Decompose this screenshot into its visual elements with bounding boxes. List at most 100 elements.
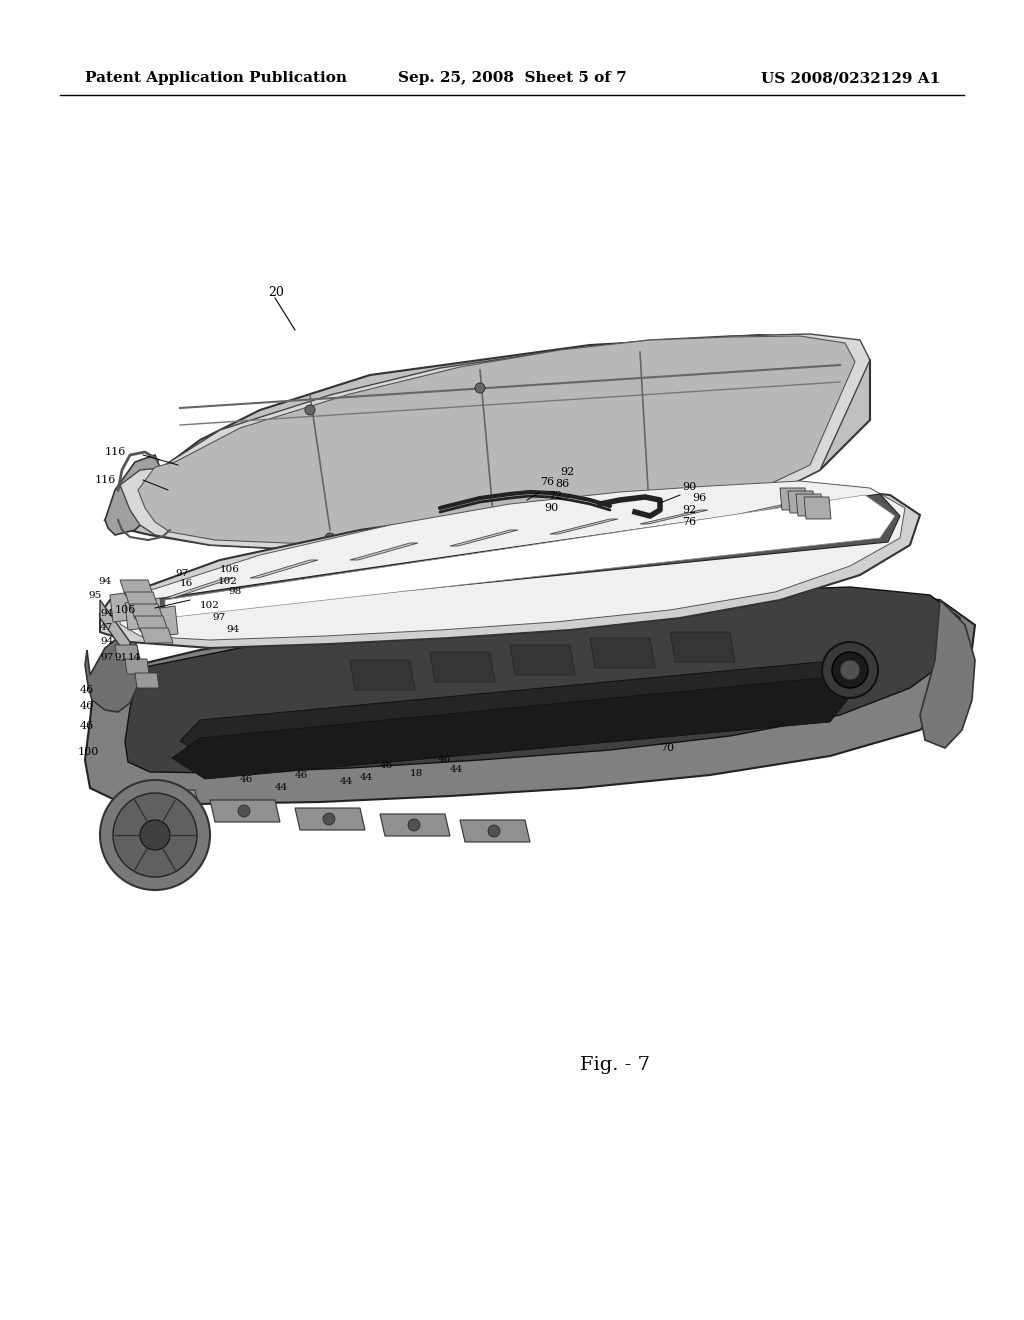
Polygon shape	[115, 645, 139, 660]
Polygon shape	[85, 591, 975, 804]
Text: 44: 44	[450, 766, 463, 775]
Polygon shape	[130, 789, 200, 812]
Circle shape	[822, 642, 878, 698]
Polygon shape	[590, 638, 655, 668]
Polygon shape	[125, 591, 158, 607]
Polygon shape	[120, 334, 870, 550]
Text: 70: 70	[660, 743, 674, 752]
Polygon shape	[804, 498, 831, 519]
Text: 44: 44	[340, 777, 353, 787]
Polygon shape	[165, 495, 895, 618]
Polygon shape	[295, 808, 365, 830]
Polygon shape	[380, 814, 450, 836]
Polygon shape	[165, 578, 233, 598]
Text: 20: 20	[268, 286, 284, 300]
Polygon shape	[730, 503, 798, 516]
Text: 102: 102	[218, 577, 238, 586]
Text: 46: 46	[438, 755, 452, 764]
Polygon shape	[180, 663, 855, 762]
Text: 97: 97	[100, 653, 114, 663]
Circle shape	[323, 813, 335, 825]
Text: 76: 76	[540, 477, 554, 487]
Text: 100: 100	[78, 747, 99, 756]
Text: 46: 46	[295, 771, 308, 780]
Polygon shape	[140, 606, 178, 638]
Text: 116: 116	[95, 475, 117, 484]
Text: 94: 94	[100, 610, 114, 619]
Text: US 2008/0232129 A1: US 2008/0232129 A1	[761, 71, 940, 84]
Text: 46: 46	[80, 721, 94, 731]
Polygon shape	[796, 494, 823, 516]
Text: 91: 91	[114, 653, 127, 663]
Polygon shape	[135, 616, 168, 631]
Text: Patent Application Publication: Patent Application Publication	[85, 71, 347, 84]
Polygon shape	[920, 601, 975, 748]
Circle shape	[408, 818, 420, 832]
Circle shape	[305, 405, 315, 414]
Circle shape	[113, 793, 197, 876]
Polygon shape	[640, 510, 708, 524]
Polygon shape	[125, 659, 150, 675]
Polygon shape	[120, 480, 905, 640]
Polygon shape	[100, 601, 130, 660]
Circle shape	[485, 532, 495, 543]
Circle shape	[158, 795, 170, 807]
Polygon shape	[140, 628, 173, 643]
Polygon shape	[510, 645, 575, 675]
Circle shape	[831, 652, 868, 688]
Circle shape	[488, 825, 500, 837]
Text: Fig. - 7: Fig. - 7	[580, 1056, 650, 1074]
Text: 92: 92	[682, 506, 696, 515]
Text: 46: 46	[380, 760, 393, 770]
Text: 72: 72	[548, 491, 562, 502]
Polygon shape	[670, 632, 735, 663]
Polygon shape	[172, 678, 848, 779]
Text: 18: 18	[410, 770, 423, 779]
Polygon shape	[788, 491, 815, 513]
Text: 44: 44	[360, 774, 374, 783]
Circle shape	[325, 533, 335, 543]
Polygon shape	[120, 579, 153, 595]
Polygon shape	[350, 660, 415, 690]
Text: 46: 46	[240, 776, 253, 784]
Polygon shape	[130, 605, 163, 619]
Text: 116: 116	[105, 447, 126, 457]
Polygon shape	[110, 590, 148, 622]
Text: 14: 14	[128, 653, 141, 663]
Text: 44: 44	[275, 784, 288, 792]
Text: 92: 92	[560, 467, 574, 477]
Text: 46: 46	[80, 685, 94, 696]
Text: 98: 98	[228, 587, 242, 597]
Polygon shape	[100, 488, 920, 648]
Text: 95: 95	[88, 591, 101, 601]
Polygon shape	[780, 488, 807, 510]
Text: 47: 47	[100, 623, 114, 632]
Text: 90: 90	[682, 482, 696, 492]
Text: 90: 90	[544, 503, 558, 513]
Polygon shape	[450, 531, 518, 546]
Text: 97: 97	[212, 614, 225, 623]
Polygon shape	[85, 636, 140, 711]
Polygon shape	[210, 800, 280, 822]
Polygon shape	[350, 543, 418, 560]
Circle shape	[840, 660, 860, 680]
Circle shape	[238, 805, 250, 817]
Polygon shape	[105, 455, 165, 535]
Text: 86: 86	[555, 479, 569, 488]
Text: 97: 97	[175, 569, 188, 578]
Text: Sep. 25, 2008  Sheet 5 of 7: Sep. 25, 2008 Sheet 5 of 7	[397, 71, 627, 84]
Text: 94: 94	[100, 638, 114, 647]
Polygon shape	[105, 335, 870, 550]
Circle shape	[100, 780, 210, 890]
Polygon shape	[135, 673, 159, 688]
Polygon shape	[125, 587, 961, 774]
Polygon shape	[135, 494, 900, 618]
Text: 16: 16	[180, 579, 194, 589]
Polygon shape	[460, 820, 530, 842]
Text: 102: 102	[200, 602, 220, 610]
Text: 46: 46	[80, 701, 94, 711]
Circle shape	[140, 820, 170, 850]
Polygon shape	[138, 337, 855, 544]
Text: 106: 106	[220, 565, 240, 574]
Text: 96: 96	[692, 492, 707, 503]
